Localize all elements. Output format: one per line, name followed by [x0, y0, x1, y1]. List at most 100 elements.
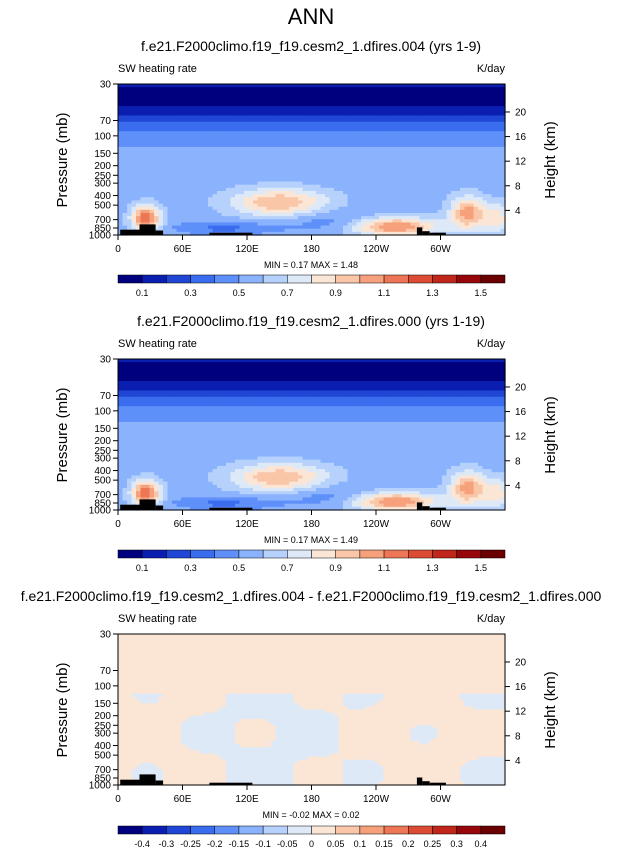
contour-cell [415, 209, 421, 214]
contour-cell [140, 102, 146, 107]
contour-cell [415, 102, 421, 107]
contour-cell [217, 203, 223, 208]
contour-cell [392, 197, 398, 201]
contour-cell [500, 99, 506, 104]
contour-cell [325, 231, 331, 236]
contour-cell [428, 156, 434, 161]
contour-cell [154, 93, 160, 98]
contour-cell [230, 90, 236, 95]
contour-cell [442, 102, 448, 107]
contour-cell [482, 362, 488, 366]
contour-cell [401, 84, 407, 88]
contour-cell [437, 362, 443, 366]
colorbar-label: 1.1 [378, 288, 391, 298]
contour-cell [473, 368, 479, 373]
contour-cell [167, 212, 173, 217]
contour-cell [307, 115, 313, 120]
contour-cell [392, 165, 398, 170]
contour-cell [302, 87, 308, 91]
contour-cell [338, 131, 344, 135]
contour-cell [203, 178, 209, 183]
contour-cell [374, 172, 380, 176]
contour-cell [487, 222, 493, 227]
contour-cell [154, 109, 160, 113]
contour-cell [482, 197, 488, 201]
contour-cell [140, 124, 146, 129]
contour-cell [176, 90, 182, 95]
contour-cell [212, 194, 218, 198]
contour-cell [379, 121, 385, 126]
contour-cell [343, 106, 349, 110]
contour-cell [437, 137, 443, 142]
contour-cell [163, 137, 169, 142]
contour-cell [217, 93, 223, 98]
contour-cell [221, 146, 227, 151]
contour-cell [127, 143, 133, 148]
contour-cell [473, 362, 479, 366]
contour-cell [185, 206, 191, 211]
contour-cell [248, 187, 254, 192]
contour-cell [194, 200, 200, 205]
contour-cell [365, 371, 371, 376]
contour-cell [487, 200, 493, 205]
contour-cell [257, 159, 263, 164]
contour-cell [482, 200, 488, 205]
contour-cell [284, 137, 290, 142]
contour-cell [379, 197, 385, 201]
contour-cell [280, 377, 286, 382]
contour-cell [347, 368, 353, 373]
contour-cell [298, 162, 304, 167]
contour-cell [334, 371, 340, 376]
contour-cell [203, 115, 209, 120]
contour-cell [334, 99, 340, 104]
contour-cell [158, 181, 164, 186]
contour-cell [406, 231, 412, 236]
contour-cell [500, 222, 506, 227]
contour-cell [280, 194, 286, 198]
contour-cell [325, 187, 331, 192]
contour-cell [496, 87, 502, 91]
contour-cell [149, 143, 155, 148]
contour-cell [469, 109, 475, 113]
contour-cell [343, 187, 349, 192]
contour-cell [392, 216, 398, 220]
contour-cell [302, 178, 308, 183]
contour-cell [190, 140, 196, 145]
contour-cell [347, 200, 353, 205]
contour-cell [347, 99, 353, 104]
contour-cell [194, 187, 200, 192]
contour-cell [325, 184, 331, 189]
contour-cell [370, 178, 376, 183]
contour-cell [203, 87, 209, 91]
contour-cell [203, 121, 209, 126]
contour-cell [185, 377, 191, 382]
contour-cell [127, 362, 133, 366]
contour-cell [451, 128, 457, 132]
contour-cell [424, 178, 430, 183]
contour-cell [370, 209, 376, 214]
contour-cell [496, 365, 502, 370]
contour-cell [383, 359, 389, 363]
contour-cell [428, 118, 434, 123]
contour-cell [338, 377, 344, 382]
contour-cell [406, 124, 412, 129]
contour-cell [302, 124, 308, 129]
contour-cell [298, 377, 304, 382]
contour-cell [307, 146, 313, 151]
contour-cell [190, 216, 196, 220]
contour-cell [379, 87, 385, 91]
contour-cell [131, 153, 137, 157]
contour-cell [181, 184, 187, 189]
contour-cell [307, 150, 313, 154]
contour-cell [185, 187, 191, 192]
contour-cell [140, 168, 146, 173]
contour-cell [455, 131, 461, 135]
contour-cell [401, 225, 407, 230]
contour-cell [437, 99, 443, 104]
contour-cell [122, 90, 128, 95]
contour-cell [469, 137, 475, 142]
contour-cell [491, 156, 497, 161]
contour-cell [140, 93, 146, 98]
contour-cell [316, 153, 322, 157]
contour-cell [491, 99, 497, 104]
